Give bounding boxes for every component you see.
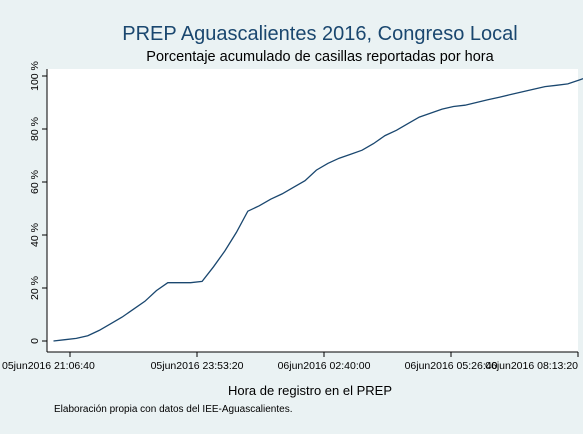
y-tick-label: 40 % (29, 223, 41, 247)
x-tick-label: 05jun2016 21:06:40 (2, 360, 95, 372)
chart-title: PREP Aguascalientes 2016, Congreso Local (122, 23, 517, 45)
x-tick-label: 05jun2016 23:53:20 (151, 360, 244, 372)
x-tick-label: 06jun2016 05:26:40 (405, 360, 498, 372)
chart-note: Elaboración propia con datos del IEE-Agu… (54, 404, 292, 415)
x-axis-label: Hora de registro en el PREP (228, 383, 392, 398)
y-tick-label: 100 % (29, 61, 41, 91)
y-tick-label: 20 % (29, 276, 41, 300)
plot-area (47, 69, 578, 352)
y-tick-label: 0 (29, 338, 41, 344)
x-tick-label: 06jun2016 08:13:20 (485, 360, 578, 372)
series-line (53, 78, 583, 342)
chart-subtitle: Porcentaje acumulado de casillas reporta… (146, 49, 494, 65)
x-tick-label: 06jun2016 02:40:00 (278, 360, 371, 372)
y-tick-label: 80 % (29, 117, 41, 141)
y-tick-label: 60 % (29, 170, 41, 194)
x-axis-ticks: 05jun2016 21:06:40 05jun2016 23:53:20 06ju… (2, 352, 579, 372)
y-axis-ticks: 0 20 % 40 % 60 % 80 % 100 % (29, 61, 47, 344)
